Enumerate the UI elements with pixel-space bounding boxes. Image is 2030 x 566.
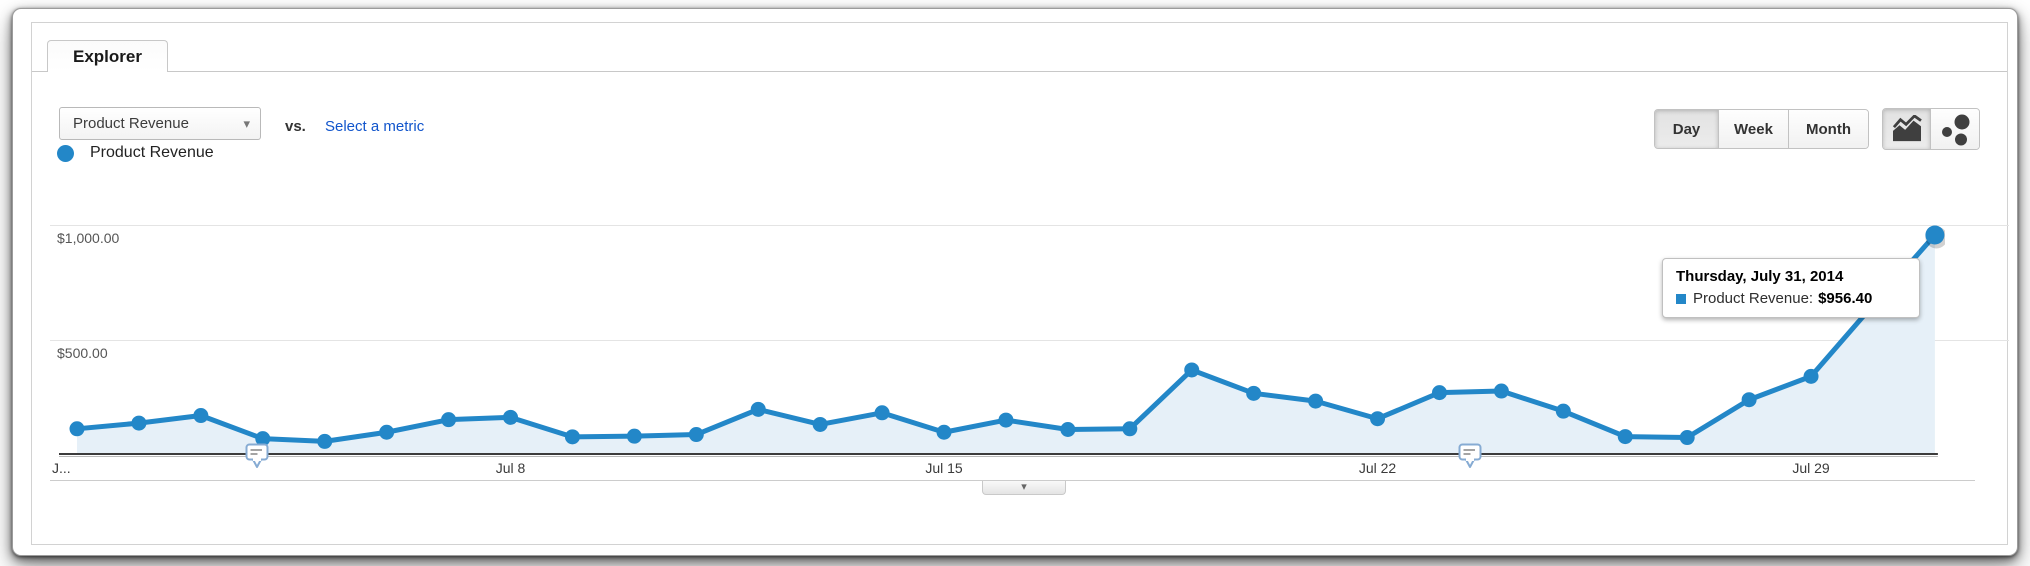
- data-point[interactable]: [1803, 368, 1819, 384]
- screenshot-frame: Explorer Product Revenue ▾ vs. Select a …: [12, 8, 2018, 556]
- tooltip-date: Thursday, July 31, 2014: [1676, 268, 1844, 285]
- line-chart-button[interactable]: [1883, 109, 1931, 149]
- tooltip-series-swatch: [1676, 293, 1686, 304]
- data-point[interactable]: [1060, 421, 1076, 437]
- y-gridline: [50, 225, 2009, 226]
- data-point-highlighted[interactable]: [1925, 225, 1945, 245]
- data-point[interactable]: [1308, 393, 1324, 409]
- x-axis-label: Jul 15: [925, 460, 963, 476]
- collapse-arrow-icon: ▾: [1021, 481, 1027, 493]
- data-point[interactable]: [131, 415, 147, 431]
- week-button[interactable]: Week: [1719, 110, 1789, 148]
- data-point[interactable]: [812, 416, 828, 432]
- chart-type-button-group: [1882, 108, 1980, 150]
- tooltip-metric-value: $956.40: [1818, 290, 1873, 307]
- x-axis-label: J...: [52, 460, 71, 476]
- data-point[interactable]: [317, 433, 333, 449]
- data-point[interactable]: [1741, 392, 1757, 408]
- y-axis-label: $500.00: [57, 345, 108, 361]
- data-point[interactable]: [998, 412, 1014, 428]
- chevron-down-icon: ▾: [243, 116, 250, 131]
- data-point[interactable]: [564, 429, 580, 445]
- data-point[interactable]: [874, 405, 890, 421]
- annotation-bubble-icon[interactable]: [1458, 443, 1482, 475]
- data-point[interactable]: [379, 424, 395, 440]
- data-point[interactable]: [255, 431, 271, 447]
- motion-chart-icon: [1942, 114, 1970, 146]
- data-point[interactable]: [1431, 385, 1447, 401]
- revenue-line-chart[interactable]: [50, 163, 1945, 459]
- tab-explorer-label: Explorer: [73, 46, 142, 66]
- y-axis-label: $1,000.00: [57, 230, 120, 246]
- y-gridline: [50, 340, 2009, 341]
- data-point[interactable]: [1555, 403, 1571, 419]
- data-point[interactable]: [69, 421, 85, 437]
- tab-divider: [32, 71, 2007, 72]
- x-axis-label: Jul 29: [1792, 460, 1830, 476]
- data-point[interactable]: [1617, 429, 1633, 445]
- granularity-button-group: Day Week Month: [1654, 109, 1869, 149]
- collapse-chart-button[interactable]: ▾: [982, 481, 1066, 495]
- data-point[interactable]: [1679, 430, 1695, 446]
- data-point[interactable]: [626, 428, 642, 444]
- motion-chart-button[interactable]: [1931, 109, 1979, 149]
- data-point[interactable]: [1370, 411, 1386, 427]
- explorer-panel: Explorer Product Revenue ▾ vs. Select a …: [31, 22, 2009, 545]
- data-point[interactable]: [1184, 362, 1200, 378]
- x-axis-label: Jul 8: [495, 460, 526, 476]
- data-point[interactable]: [1493, 383, 1509, 399]
- data-point[interactable]: [503, 409, 519, 425]
- data-point[interactable]: [936, 424, 952, 440]
- series-line: [74, 232, 1938, 444]
- tooltip-metric-row: Product Revenue: $956.40: [1676, 290, 1906, 307]
- legend-series-label: Product Revenue: [90, 144, 214, 161]
- data-point[interactable]: [1246, 385, 1262, 401]
- week-button-label: Week: [1734, 120, 1773, 138]
- data-point[interactable]: [1122, 421, 1138, 437]
- metric-dropdown[interactable]: Product Revenue ▾: [59, 107, 261, 140]
- tooltip-metric-label: Product Revenue:: [1693, 290, 1814, 307]
- data-point[interactable]: [750, 401, 766, 417]
- series-area-fill: [77, 234, 1935, 454]
- day-button-label: Day: [1672, 120, 1701, 138]
- day-button[interactable]: Day: [1655, 110, 1719, 148]
- tab-explorer[interactable]: Explorer: [47, 40, 168, 72]
- metric-dropdown-value: Product Revenue: [73, 115, 189, 132]
- month-button[interactable]: Month: [1789, 110, 1868, 148]
- select-a-metric-link[interactable]: Select a metric: [325, 118, 425, 135]
- vs-label: vs.: [285, 118, 306, 135]
- annotation-bubble-icon[interactable]: [245, 443, 269, 475]
- area-line-chart-icon: [1892, 115, 1922, 142]
- data-point[interactable]: [441, 412, 457, 428]
- month-button-label: Month: [1806, 120, 1851, 138]
- x-axis-label: Jul 22: [1358, 460, 1397, 476]
- axis-bottom-divider: [50, 480, 1975, 481]
- legend-series-dot: [57, 145, 74, 162]
- chart-tooltip: Thursday, July 31, 2014 Product Revenue:…: [1662, 258, 1920, 318]
- data-point[interactable]: [193, 408, 209, 424]
- data-point[interactable]: [688, 427, 704, 443]
